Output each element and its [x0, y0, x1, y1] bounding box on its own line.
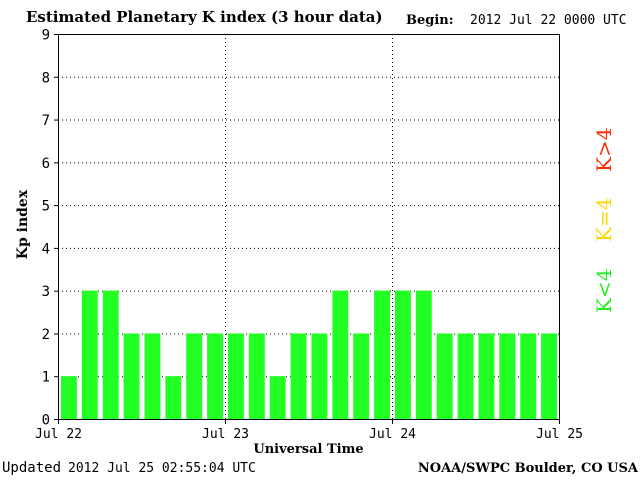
kp-bar — [499, 333, 516, 419]
kp-bar — [81, 290, 98, 419]
y-tick-label: 7 — [42, 113, 50, 129]
kp-bar — [332, 290, 349, 419]
kp-bar — [290, 333, 307, 419]
plot-frame — [58, 34, 560, 420]
y-tick-label: 5 — [42, 199, 50, 215]
y-tick-label: 0 — [42, 413, 50, 429]
kp-bar — [123, 333, 140, 419]
kp-bar — [457, 333, 474, 419]
x-tick-label: Jul 25 — [536, 427, 583, 442]
updated-label: Updated — [2, 460, 62, 476]
kp-bar — [61, 376, 77, 419]
kp-bar — [186, 333, 203, 419]
x-axis-label: Universal Time — [253, 442, 363, 457]
x-tick-label: Jul 22 — [35, 427, 82, 442]
kp-bar — [144, 333, 161, 419]
begin-value: 2012 Jul 22 0000 UTC — [470, 13, 627, 28]
kp-bar — [165, 376, 182, 419]
x-tick-label: Jul 24 — [369, 427, 416, 442]
kp-bar — [228, 333, 244, 419]
kp-bar — [541, 333, 557, 419]
kp-bar — [395, 290, 411, 419]
kp-bar — [102, 290, 119, 419]
kp-bar — [269, 376, 286, 419]
kp-bar — [248, 333, 265, 419]
legend-k-equal-4: K=4 — [592, 197, 616, 242]
legend-k-greater-4: K>4 — [592, 127, 616, 172]
kp-bar — [207, 333, 223, 419]
updated-value: 2012 Jul 25 02:55:04 UTC — [68, 461, 256, 476]
kp-bar — [478, 333, 495, 419]
kp-bar — [311, 333, 328, 419]
page-title: Estimated Planetary K index (3 hour data… — [26, 8, 383, 26]
kp-bar — [415, 290, 432, 419]
y-tick-label: 2 — [42, 327, 50, 343]
begin-label: Begin: — [406, 13, 454, 28]
y-tick-label: 1 — [42, 370, 50, 386]
footer-credit: NOAA/SWPC Boulder, CO USA — [417, 461, 638, 476]
kp-bar — [353, 333, 370, 419]
x-tick-label: Jul 23 — [202, 427, 249, 442]
kp-bar — [436, 333, 453, 419]
y-tick-label: 3 — [42, 284, 50, 300]
legend-k-less-4: K<4 — [592, 268, 616, 313]
kp-bar — [374, 290, 390, 419]
y-tick-label: 4 — [42, 241, 50, 257]
y-tick-label: 9 — [42, 28, 50, 44]
y-tick-label: 8 — [42, 70, 50, 86]
y-tick-label: 6 — [42, 156, 50, 172]
y-axis-label: Kp index — [15, 189, 31, 259]
kp-bar — [520, 333, 537, 419]
